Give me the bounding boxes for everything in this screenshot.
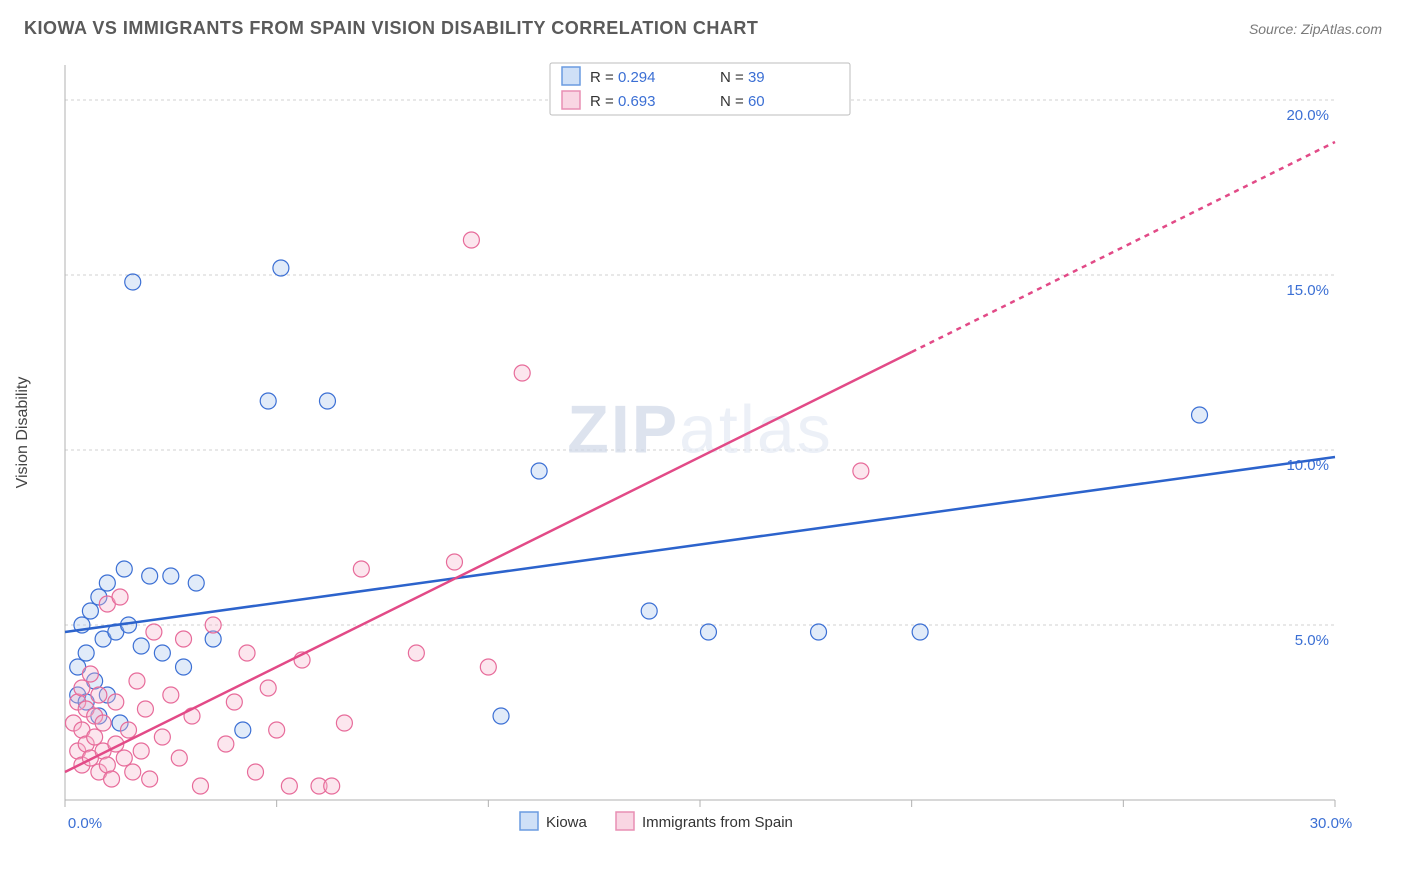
data-point bbox=[125, 274, 141, 290]
data-point bbox=[218, 736, 234, 752]
data-point bbox=[82, 666, 98, 682]
xtick-label: 0.0% bbox=[68, 815, 102, 832]
ytick-label: 5.0% bbox=[1295, 632, 1329, 649]
legend-n-text: N = 39 bbox=[720, 69, 765, 86]
data-point bbox=[82, 603, 98, 619]
legend-n-text: N = 60 bbox=[720, 93, 765, 110]
data-point bbox=[74, 680, 90, 696]
data-point bbox=[121, 722, 137, 738]
data-point bbox=[125, 764, 141, 780]
data-point bbox=[319, 393, 335, 409]
data-point bbox=[353, 561, 369, 577]
data-point bbox=[260, 680, 276, 696]
data-point bbox=[142, 568, 158, 584]
data-point bbox=[108, 694, 124, 710]
data-point bbox=[1192, 407, 1208, 423]
legend-swatch bbox=[562, 91, 580, 109]
data-point bbox=[239, 645, 255, 661]
legend-swatch bbox=[616, 812, 634, 830]
data-point bbox=[99, 575, 115, 591]
xtick-label: 30.0% bbox=[1310, 815, 1353, 832]
data-point bbox=[154, 645, 170, 661]
ytick-label: 20.0% bbox=[1286, 107, 1329, 124]
trend-line bbox=[65, 457, 1335, 632]
data-point bbox=[133, 638, 149, 654]
legend-r-text: R = 0.693 bbox=[590, 93, 655, 110]
data-point bbox=[514, 365, 530, 381]
data-point bbox=[235, 722, 251, 738]
trend-line bbox=[65, 352, 912, 772]
data-point bbox=[324, 778, 340, 794]
data-point bbox=[154, 729, 170, 745]
chart-title: KIOWA VS IMMIGRANTS FROM SPAIN VISION DI… bbox=[24, 18, 758, 39]
data-point bbox=[273, 260, 289, 276]
data-point bbox=[493, 708, 509, 724]
data-point bbox=[446, 554, 462, 570]
data-point bbox=[116, 561, 132, 577]
data-point bbox=[163, 687, 179, 703]
data-point bbox=[226, 694, 242, 710]
chart-source: Source: ZipAtlas.com bbox=[1249, 21, 1382, 37]
legend-r-text: R = 0.294 bbox=[590, 69, 655, 86]
data-point bbox=[142, 771, 158, 787]
data-point bbox=[463, 232, 479, 248]
data-point bbox=[641, 603, 657, 619]
data-point bbox=[104, 771, 120, 787]
trend-line-dashed bbox=[912, 142, 1335, 352]
legend-label: Kiowa bbox=[546, 814, 588, 831]
chart-header: KIOWA VS IMMIGRANTS FROM SPAIN VISION DI… bbox=[24, 18, 1382, 39]
data-point bbox=[176, 659, 192, 675]
data-point bbox=[146, 624, 162, 640]
data-point bbox=[811, 624, 827, 640]
data-point bbox=[176, 631, 192, 647]
data-point bbox=[87, 729, 103, 745]
chart-svg: 5.0%10.0%15.0%20.0%0.0%30.0%ZIPatlasVisi… bbox=[55, 55, 1375, 830]
data-point bbox=[281, 778, 297, 794]
data-point bbox=[112, 589, 128, 605]
data-point bbox=[853, 463, 869, 479]
data-point bbox=[480, 659, 496, 675]
data-point bbox=[78, 645, 94, 661]
data-point bbox=[163, 568, 179, 584]
data-point bbox=[192, 778, 208, 794]
data-point bbox=[260, 393, 276, 409]
ytick-label: 15.0% bbox=[1286, 282, 1329, 299]
legend-swatch bbox=[520, 812, 538, 830]
data-point bbox=[116, 750, 132, 766]
data-point bbox=[248, 764, 264, 780]
data-point bbox=[171, 750, 187, 766]
y-axis-label: Vision Disability bbox=[14, 377, 31, 489]
data-point bbox=[205, 617, 221, 633]
data-point bbox=[137, 701, 153, 717]
legend-swatch bbox=[562, 67, 580, 85]
data-point bbox=[129, 673, 145, 689]
scatter-plot: 5.0%10.0%15.0%20.0%0.0%30.0%ZIPatlasVisi… bbox=[55, 55, 1375, 830]
data-point bbox=[912, 624, 928, 640]
data-point bbox=[269, 722, 285, 738]
data-point bbox=[188, 575, 204, 591]
legend-label: Immigrants from Spain bbox=[642, 814, 793, 831]
data-point bbox=[408, 645, 424, 661]
data-point bbox=[531, 463, 547, 479]
data-point bbox=[700, 624, 716, 640]
data-point bbox=[133, 743, 149, 759]
data-point bbox=[95, 715, 111, 731]
data-point bbox=[91, 687, 107, 703]
data-point bbox=[336, 715, 352, 731]
